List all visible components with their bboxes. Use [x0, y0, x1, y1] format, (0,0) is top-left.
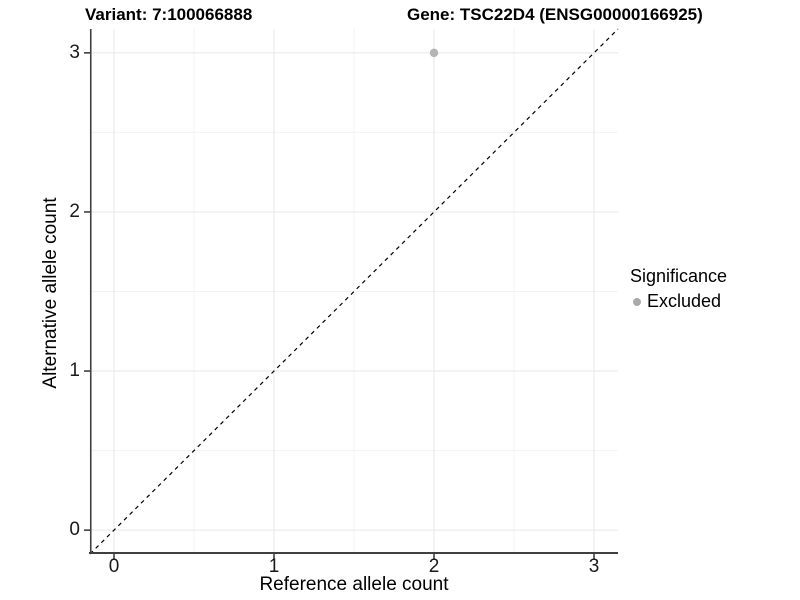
data-point-excluded [429, 48, 439, 58]
gene-title: Gene: TSC22D4 (ENSG00000166925) [407, 5, 703, 24]
y-tick-label: 1 [69, 360, 80, 382]
legend: Significance Excluded [630, 266, 727, 312]
x-tick-label: 1 [268, 556, 280, 577]
legend-entry-label: Excluded [647, 291, 722, 311]
y-axis-title: Alternative allele count [40, 197, 61, 389]
y-tick-label: 2 [69, 200, 80, 222]
x-tick-label: 2 [428, 556, 440, 577]
excluded-point-icon [633, 297, 641, 306]
y-tick-label: 3 [69, 41, 80, 63]
x-tick-label: 3 [588, 556, 600, 577]
legend-title: Significance [630, 266, 728, 286]
plot-canvas [84, 28, 619, 560]
variant-title: Variant: 7:100066888 [85, 5, 253, 24]
x-axis-title: Reference allele count [259, 574, 449, 595]
legend-entry-excluded: Excluded [630, 291, 727, 312]
plot-panel [84, 28, 619, 560]
x-tick-label: 0 [108, 556, 120, 577]
y-tick-label: 0 [69, 519, 80, 541]
